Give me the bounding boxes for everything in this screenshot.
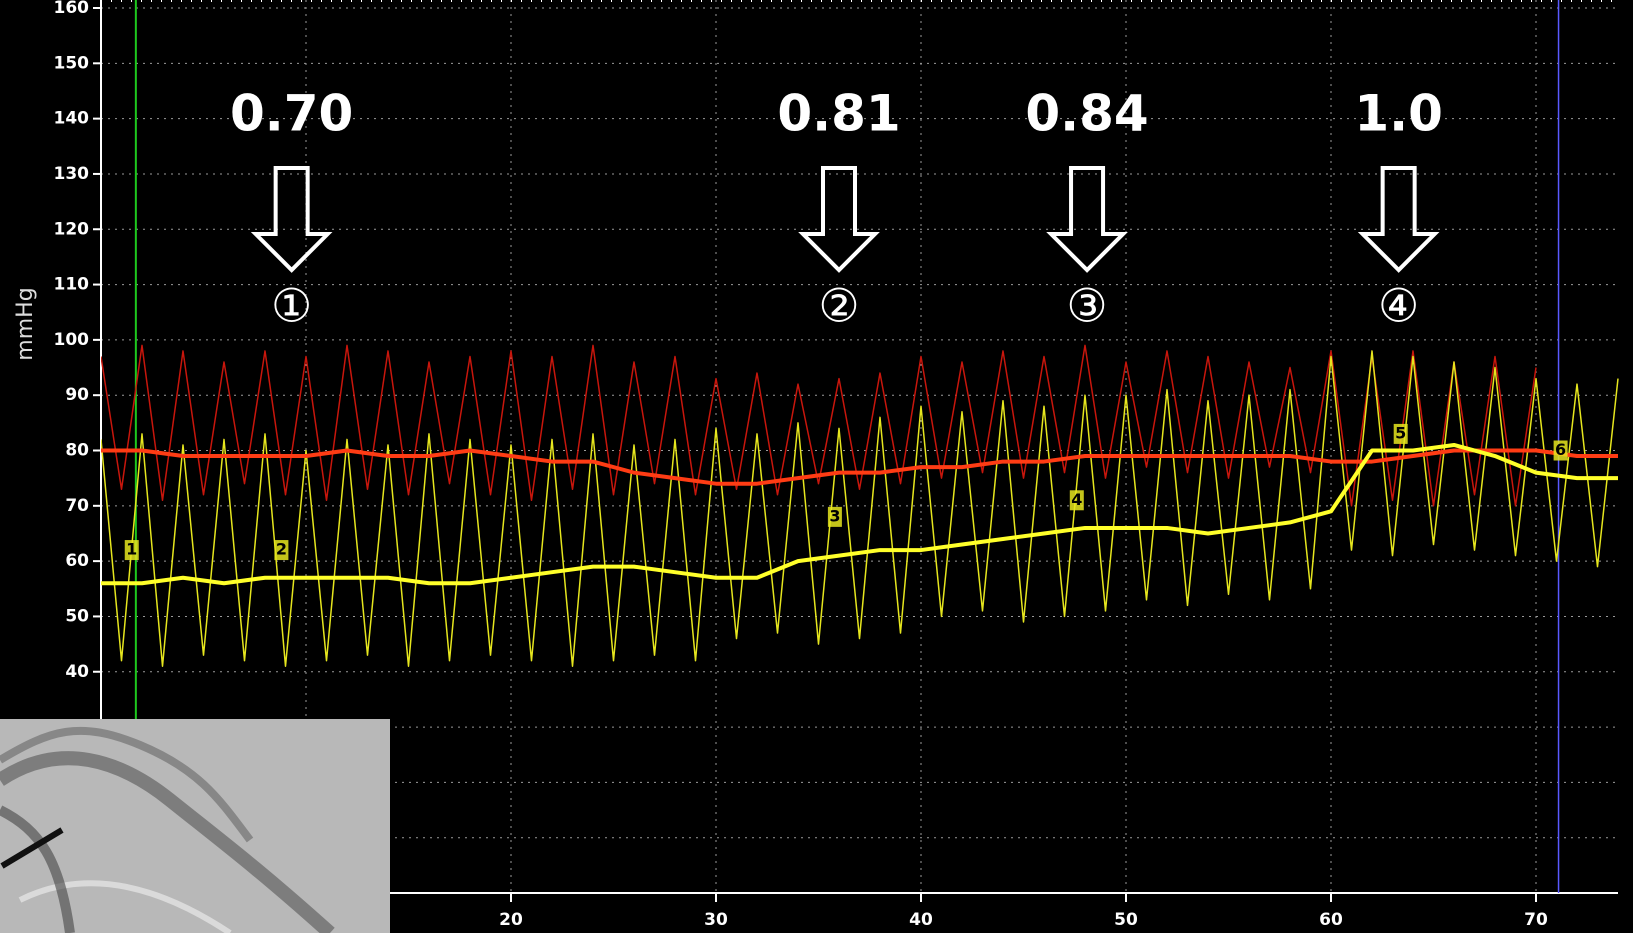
beat-label: 4 bbox=[1071, 490, 1082, 509]
y-tick-label: 70 bbox=[65, 496, 89, 516]
trace-line bbox=[101, 351, 1618, 666]
y-tick-label: 150 bbox=[54, 53, 90, 73]
y-tick-label: 120 bbox=[54, 219, 90, 239]
y-tick-label: 110 bbox=[54, 275, 90, 295]
arrow bbox=[1363, 168, 1435, 270]
y-axis-label: mmHg bbox=[13, 287, 38, 360]
x-tick-label: 30 bbox=[704, 910, 728, 930]
y-tick-label: 40 bbox=[65, 662, 89, 682]
arrow bbox=[803, 168, 875, 270]
beat-label: 6 bbox=[1555, 440, 1566, 459]
annotation-marker: ④ bbox=[1378, 279, 1419, 333]
page: {"chart_data": { "type": "line", "ylabel… bbox=[0, 0, 1633, 933]
annotation-value: 0.70 bbox=[230, 85, 353, 143]
y-tick-label: 80 bbox=[65, 441, 89, 461]
beat-label: 3 bbox=[829, 506, 840, 525]
annotation-marker: ① bbox=[271, 279, 312, 333]
y-tick-label: 60 bbox=[65, 551, 89, 571]
trace-line bbox=[101, 451, 1618, 484]
x-tick-label: 20 bbox=[499, 910, 523, 930]
arrow bbox=[256, 168, 328, 270]
annotation-value: 0.84 bbox=[1025, 85, 1148, 143]
x-tick-label: 60 bbox=[1319, 910, 1343, 930]
chart: 1020304050607080901001101201301401501601… bbox=[0, 0, 1633, 933]
annotation-value: 0.81 bbox=[777, 85, 900, 143]
y-tick-label: 160 bbox=[54, 0, 90, 18]
x-tick-label: 40 bbox=[909, 910, 933, 930]
x-tick-label: 50 bbox=[1114, 910, 1138, 930]
y-tick-label: 140 bbox=[54, 109, 90, 129]
arrow bbox=[1051, 168, 1123, 270]
beat-label: 5 bbox=[1395, 423, 1406, 442]
angiogram-inset bbox=[0, 719, 390, 933]
y-tick-label: 90 bbox=[65, 385, 89, 405]
annotation-value: 1.0 bbox=[1354, 85, 1443, 143]
y-tick-label: 130 bbox=[54, 164, 90, 184]
beat-label: 2 bbox=[276, 540, 287, 559]
y-tick-label: 100 bbox=[54, 330, 90, 350]
y-tick-label: 50 bbox=[65, 606, 89, 626]
trace-line bbox=[101, 345, 1536, 505]
trace-line bbox=[101, 445, 1618, 583]
annotation-marker: ③ bbox=[1066, 279, 1107, 333]
x-tick-label: 70 bbox=[1524, 910, 1548, 930]
beat-label: 1 bbox=[126, 540, 137, 559]
overlay: 1 2 3 4 5 6 0.70 ① 0.81 ② 0.84 ③ 1.0 ④ bbox=[125, 85, 1568, 561]
annotation-marker: ② bbox=[818, 279, 859, 333]
